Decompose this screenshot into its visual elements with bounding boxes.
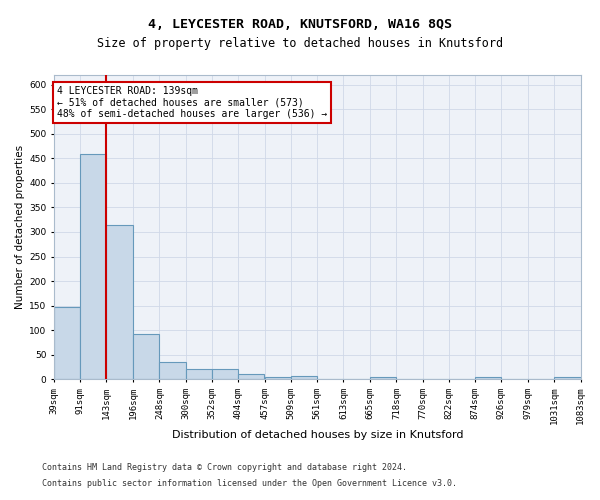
Bar — [238, 374, 265, 379]
Text: Contains public sector information licensed under the Open Government Licence v3: Contains public sector information licen… — [42, 478, 457, 488]
Y-axis label: Number of detached properties: Number of detached properties — [15, 145, 25, 309]
Text: Contains HM Land Registry data © Crown copyright and database right 2024.: Contains HM Land Registry data © Crown c… — [42, 464, 407, 472]
Bar — [554, 376, 581, 379]
Text: 4 LEYCESTER ROAD: 139sqm
← 51% of detached houses are smaller (573)
48% of semi-: 4 LEYCESTER ROAD: 139sqm ← 51% of detach… — [57, 86, 328, 120]
Bar — [475, 376, 502, 379]
Bar — [80, 154, 106, 379]
Bar — [185, 370, 212, 379]
Bar — [133, 334, 160, 379]
Bar — [54, 306, 80, 379]
Bar — [212, 370, 238, 379]
Text: 4, LEYCESTER ROAD, KNUTSFORD, WA16 8QS: 4, LEYCESTER ROAD, KNUTSFORD, WA16 8QS — [148, 18, 452, 30]
Bar — [370, 376, 396, 379]
Bar — [106, 225, 133, 379]
Text: Size of property relative to detached houses in Knutsford: Size of property relative to detached ho… — [97, 38, 503, 51]
Bar — [160, 362, 185, 379]
Bar — [265, 376, 291, 379]
Bar — [291, 376, 317, 379]
X-axis label: Distribution of detached houses by size in Knutsford: Distribution of detached houses by size … — [172, 430, 463, 440]
